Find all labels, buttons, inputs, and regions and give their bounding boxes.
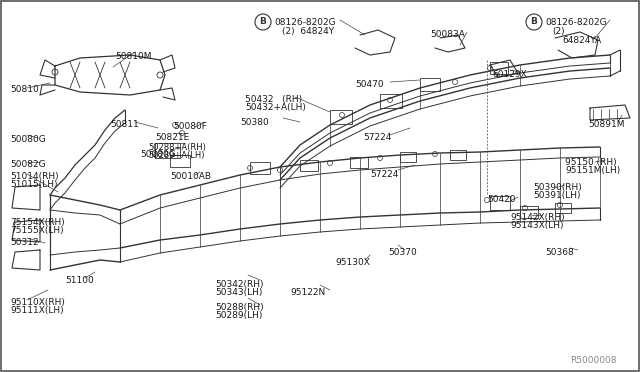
Text: 50080G: 50080G xyxy=(10,135,45,144)
Text: 50342(RH): 50342(RH) xyxy=(215,280,264,289)
Circle shape xyxy=(255,14,271,30)
Text: 50810: 50810 xyxy=(10,85,39,94)
Text: 50083A: 50083A xyxy=(430,30,465,39)
Text: 50432+A(LH): 50432+A(LH) xyxy=(245,103,306,112)
Text: 50811: 50811 xyxy=(110,120,139,129)
Text: 64824YA: 64824YA xyxy=(562,36,601,45)
Text: 75155X(LH): 75155X(LH) xyxy=(10,226,63,235)
Text: 50391(LH): 50391(LH) xyxy=(533,191,580,200)
Text: B: B xyxy=(531,17,538,26)
Text: 51100: 51100 xyxy=(65,276,93,285)
Text: R5000008: R5000008 xyxy=(570,356,616,365)
Circle shape xyxy=(526,14,542,30)
Text: 50390(RH): 50390(RH) xyxy=(533,183,582,192)
Text: 50343(LH): 50343(LH) xyxy=(215,288,262,297)
Text: 57224: 57224 xyxy=(363,133,392,142)
Text: 95130X: 95130X xyxy=(335,258,370,267)
Text: 50289+A(LH): 50289+A(LH) xyxy=(148,151,205,160)
Text: 60129X: 60129X xyxy=(492,70,527,79)
Text: 50420: 50420 xyxy=(487,195,515,204)
Text: (2): (2) xyxy=(552,27,564,36)
Text: 08126-8202G: 08126-8202G xyxy=(545,18,607,27)
Text: 50312: 50312 xyxy=(10,238,38,247)
Text: 95122N: 95122N xyxy=(290,288,325,297)
Text: 50432   (RH): 50432 (RH) xyxy=(245,95,302,104)
Text: 50010AB: 50010AB xyxy=(170,172,211,181)
Text: 75154X(RH): 75154X(RH) xyxy=(10,218,65,227)
Text: 50821E: 50821E xyxy=(155,133,189,142)
Text: 95150 (RH): 95150 (RH) xyxy=(565,158,616,167)
Text: 95110X(RH): 95110X(RH) xyxy=(10,298,65,307)
Text: 51015(LH): 51015(LH) xyxy=(10,180,58,189)
Text: B: B xyxy=(260,17,266,26)
Text: (2)  64824Y: (2) 64824Y xyxy=(282,27,334,36)
Text: 50288(RH): 50288(RH) xyxy=(215,303,264,312)
Text: 57224: 57224 xyxy=(370,170,398,179)
Text: 50380: 50380 xyxy=(240,118,269,127)
Text: 50370: 50370 xyxy=(388,248,417,257)
Text: 50080F: 50080F xyxy=(173,122,207,131)
Text: 50810M: 50810M xyxy=(115,52,152,61)
Text: 50368: 50368 xyxy=(545,248,573,257)
Text: 08126-8202G: 08126-8202G xyxy=(274,18,335,27)
Text: 95142X(RH): 95142X(RH) xyxy=(510,213,564,222)
Text: 95111X(LH): 95111X(LH) xyxy=(10,306,63,315)
Text: 50288+A(RH): 50288+A(RH) xyxy=(148,143,206,152)
Text: 51014(RH): 51014(RH) xyxy=(10,172,59,181)
Text: 50289(LH): 50289(LH) xyxy=(215,311,262,320)
Text: 50080G: 50080G xyxy=(140,150,176,159)
Text: 50082G: 50082G xyxy=(10,160,45,169)
Text: 50470: 50470 xyxy=(355,80,383,89)
Text: 95151M(LH): 95151M(LH) xyxy=(565,166,620,175)
Text: 95143X(LH): 95143X(LH) xyxy=(510,221,563,230)
Text: 50891M: 50891M xyxy=(588,120,625,129)
